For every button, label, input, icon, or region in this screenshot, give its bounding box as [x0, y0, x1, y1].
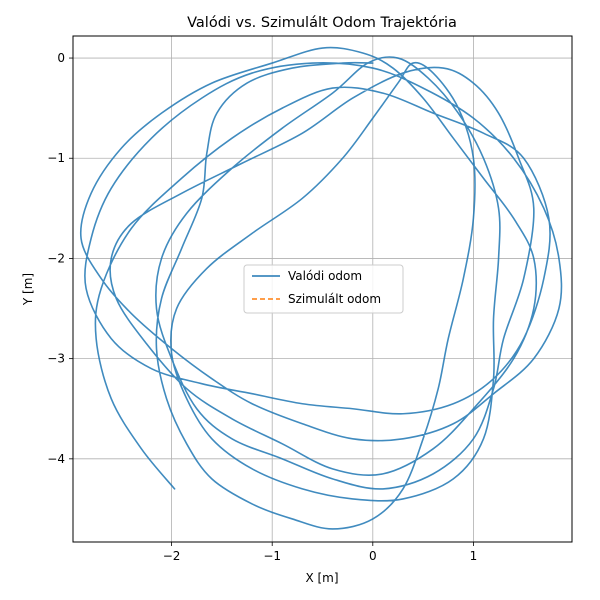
x-tick-label: 0 [369, 549, 377, 563]
x-tick-label: 1 [470, 549, 478, 563]
x-axis-label: X [m] [305, 571, 338, 585]
series-layer [79, 46, 563, 530]
legend-box [243, 264, 404, 314]
y-tick-label: −2 [47, 251, 65, 265]
y-tick-label: −4 [47, 452, 65, 466]
plot-frame [72, 35, 573, 543]
y-tick-label: −1 [47, 151, 65, 165]
x-tick-label: −1 [263, 549, 281, 563]
chart-title: Valódi vs. Szimulált Odom Trajektória [187, 15, 457, 31]
legend-label-sim: Szimulált odom [288, 292, 381, 306]
y-tick-label: 0 [57, 51, 65, 65]
y-tick-label: −3 [47, 352, 65, 366]
series-line-0 [79, 46, 563, 530]
legend-label-real: Valódi odom [288, 269, 362, 283]
x-tick-label: −2 [163, 549, 181, 563]
y-axis-label: Y [m] [21, 273, 35, 306]
grid [73, 36, 572, 542]
legend: Valódi odom Szimulált odom [243, 264, 404, 314]
axis-ticks: −2 −1 0 1 0 −1 −2 −3 −4 [47, 51, 477, 563]
